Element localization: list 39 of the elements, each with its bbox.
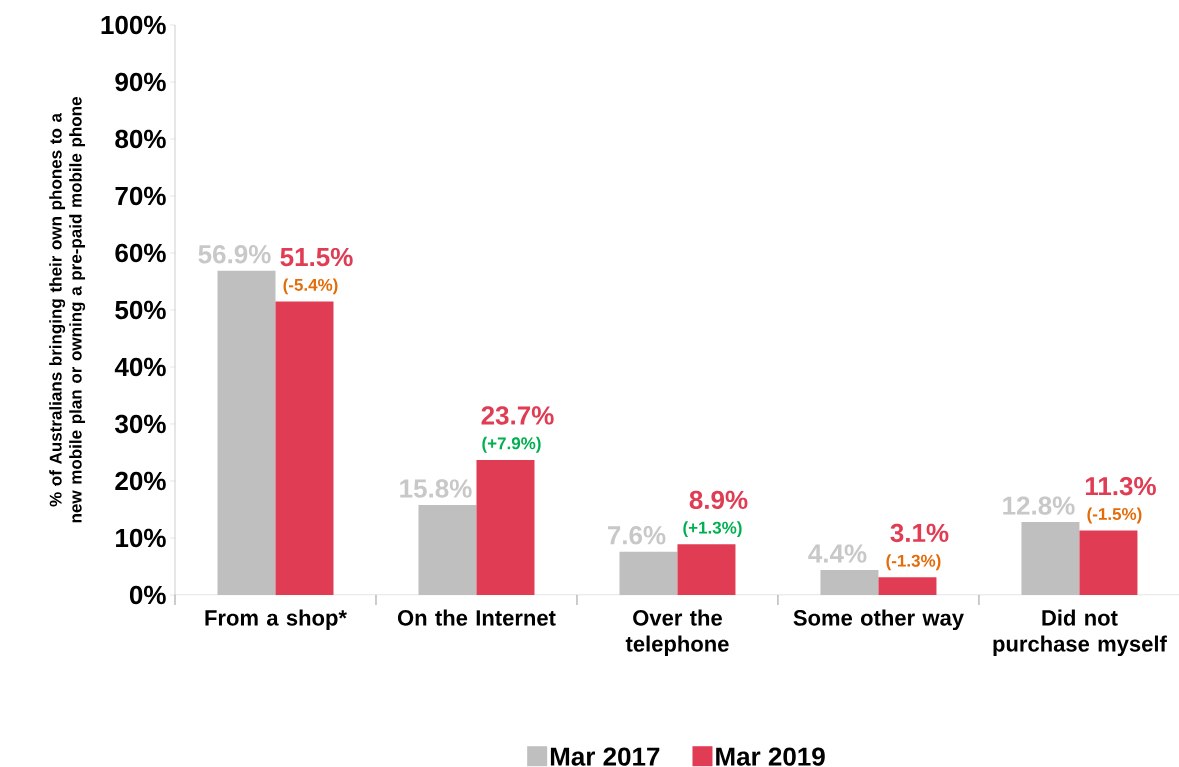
bar xyxy=(820,569,879,595)
y-tick-label: 60% xyxy=(115,243,166,263)
data-label: 23.7% xyxy=(481,406,554,425)
bar xyxy=(619,551,678,595)
x-tick-label: Over the telephone xyxy=(625,609,729,657)
y-tick-label: 50% xyxy=(115,300,166,320)
legend-label: Mar 2019 xyxy=(716,747,825,766)
data-label: 3.1% xyxy=(890,523,949,543)
bar xyxy=(878,577,937,595)
data-label: 51.5% xyxy=(280,247,353,267)
legend-label: Mar 2017 xyxy=(550,747,660,766)
y-tick-label: 70% xyxy=(115,186,166,206)
annotation: (+1.3%) xyxy=(683,521,742,538)
y-tick-label: 80% xyxy=(115,129,166,149)
bar xyxy=(217,270,276,595)
bar xyxy=(476,459,535,595)
annotation: (+7.9%) xyxy=(482,436,541,453)
annotation: (-1.3%) xyxy=(886,554,941,571)
y-tick-label: 40% xyxy=(114,357,166,377)
bar xyxy=(1079,530,1138,595)
annotation: (-5.4%) xyxy=(283,278,338,295)
data-label: 11.3% xyxy=(1085,476,1156,496)
y-tick-label: 100% xyxy=(101,15,166,35)
y-axis-title: % of Australians bringing their own phones to a new mobile plan or owning a pre-paid mobile phone xyxy=(49,97,86,523)
x-tick-label: On the Internet xyxy=(397,609,556,626)
bar xyxy=(275,301,334,595)
bar xyxy=(418,504,477,595)
data-label: 8.9% xyxy=(689,490,748,510)
x-tick-label: Did not purchase myself xyxy=(993,609,1167,657)
annotation: (-1.5%) xyxy=(1087,507,1142,524)
y-tick-label: 90% xyxy=(115,72,166,92)
y-tick-label: 0% xyxy=(129,585,166,605)
y-tick-label: 20% xyxy=(115,471,166,491)
y-tick-label: 10% xyxy=(116,528,166,548)
bar xyxy=(677,544,736,595)
x-tick-label: Some other way xyxy=(793,609,964,631)
bar xyxy=(1021,522,1080,595)
y-tick-label: 30% xyxy=(115,414,166,434)
x-tick-label: From a shop* xyxy=(205,609,347,631)
